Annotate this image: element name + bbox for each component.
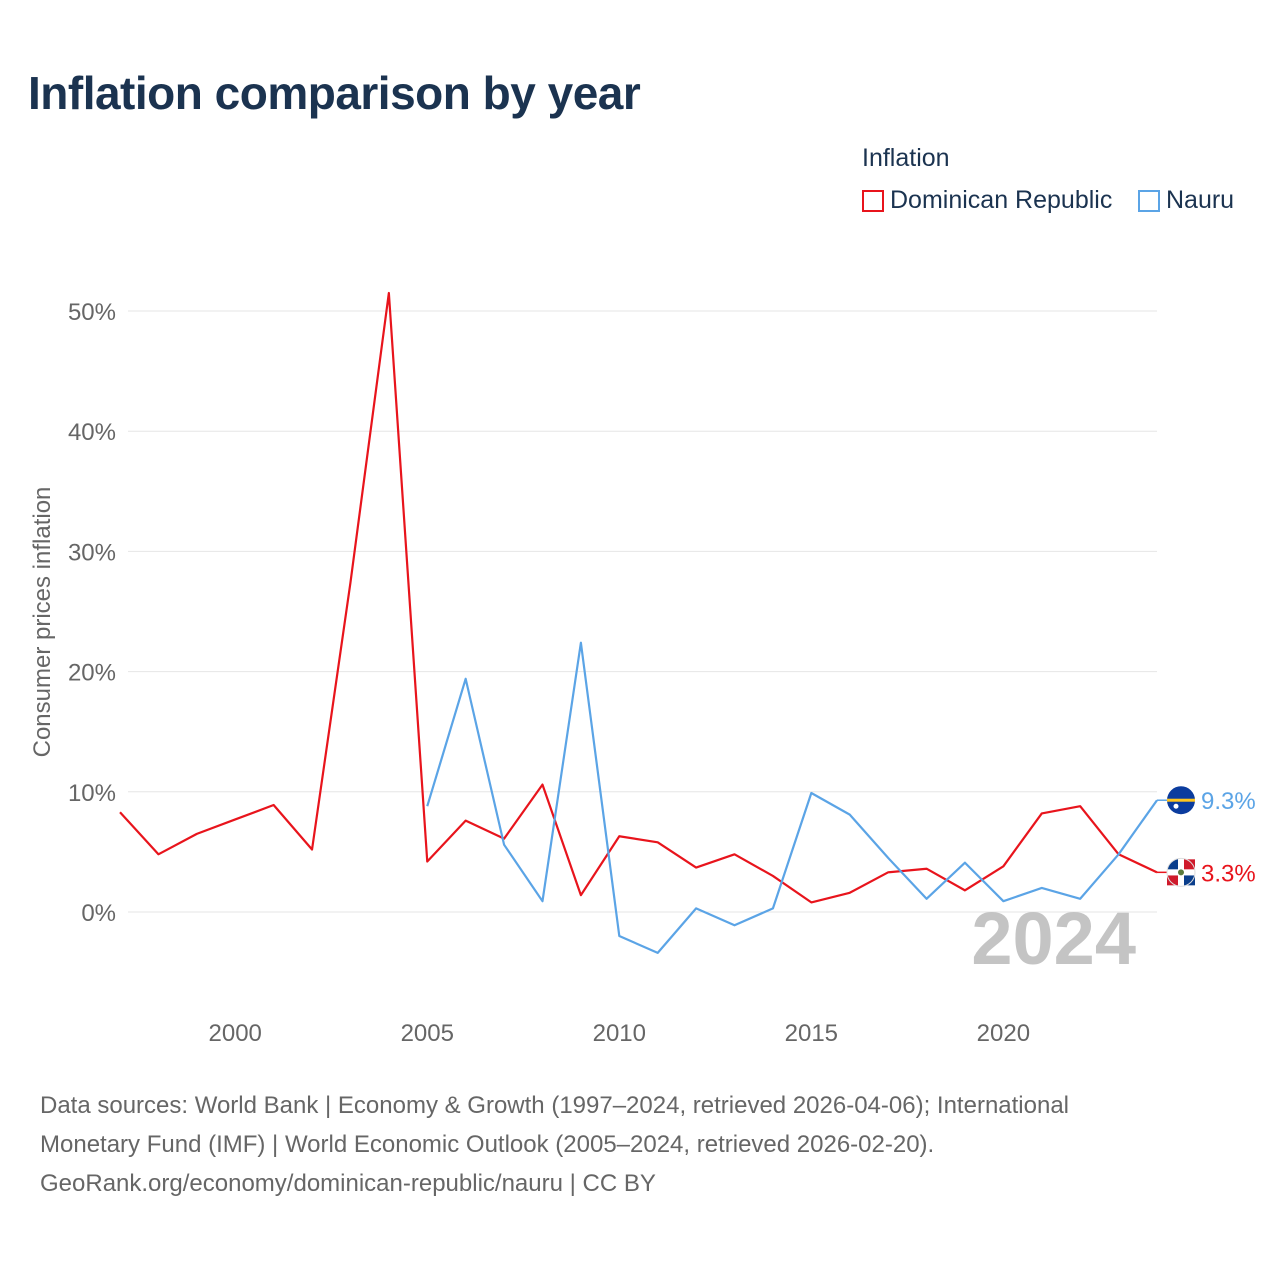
legend-item-nauru[interactable]: Nauru — [1138, 186, 1234, 215]
series-line-dominican-republic — [119, 291, 1158, 904]
y-axis-tick-labels: 0% 10% 20% 30% 40% 50% — [68, 299, 116, 927]
line-chart: 0% 10% 20% 30% 40% 50% 2000 2005 2010 2015 2020 C… — [29, 291, 1256, 1047]
y-tick-label: 50% — [68, 299, 116, 326]
series-line-nauru — [426, 641, 1158, 954]
x-tick-label: 2015 — [785, 1020, 838, 1047]
y-tick-label: 20% — [68, 660, 116, 687]
series-lines — [119, 291, 1158, 954]
x-tick-label: 2005 — [401, 1020, 454, 1047]
x-tick-label: 2000 — [209, 1020, 262, 1047]
legend-item-dominican-republic[interactable]: Dominican Republic — [862, 186, 1112, 215]
x-tick-label: 2010 — [593, 1020, 646, 1047]
chart-title: Inflation comparison by year — [28, 67, 641, 119]
end-value-label-nauru: 9.3% — [1201, 788, 1256, 815]
legend-label-dominican-republic: Dominican Republic — [890, 186, 1113, 214]
dominican-republic-flag-icon — [1166, 857, 1196, 887]
source-line-2: Monetary Fund (IMF) | World Economic Out… — [40, 1131, 935, 1158]
y-tick-label: 10% — [68, 780, 116, 807]
series-end-markers: 3.3% 9.3% — [1157, 786, 1256, 887]
x-tick-label: 2020 — [977, 1020, 1030, 1047]
y-tick-label: 30% — [68, 539, 116, 566]
y-tick-label: 0% — [81, 900, 116, 927]
y-tick-label: 40% — [68, 419, 116, 446]
legend-swatch-dominican-republic — [862, 189, 884, 212]
grid-lines — [128, 310, 1157, 913]
year-watermark: 2024 — [971, 897, 1136, 980]
source-line-3: GeoRank.org/economy/dominican-republic/n… — [40, 1170, 656, 1197]
data-sources-note: Data sources: World Bank | Economy & Gro… — [40, 1086, 1240, 1203]
end-value-label-dominican-republic: 3.3% — [1201, 860, 1256, 887]
nauru-flag-icon — [1167, 786, 1195, 815]
x-axis-tick-labels: 2000 2005 2010 2015 2020 — [209, 1020, 1031, 1047]
source-line-1: Data sources: World Bank | Economy & Gro… — [40, 1092, 1070, 1119]
legend-title: Inflation — [862, 144, 950, 172]
legend-swatch-nauru — [1138, 189, 1160, 212]
y-axis-label: Consumer prices inflation — [29, 487, 56, 758]
legend-label-nauru: Nauru — [1166, 186, 1235, 214]
